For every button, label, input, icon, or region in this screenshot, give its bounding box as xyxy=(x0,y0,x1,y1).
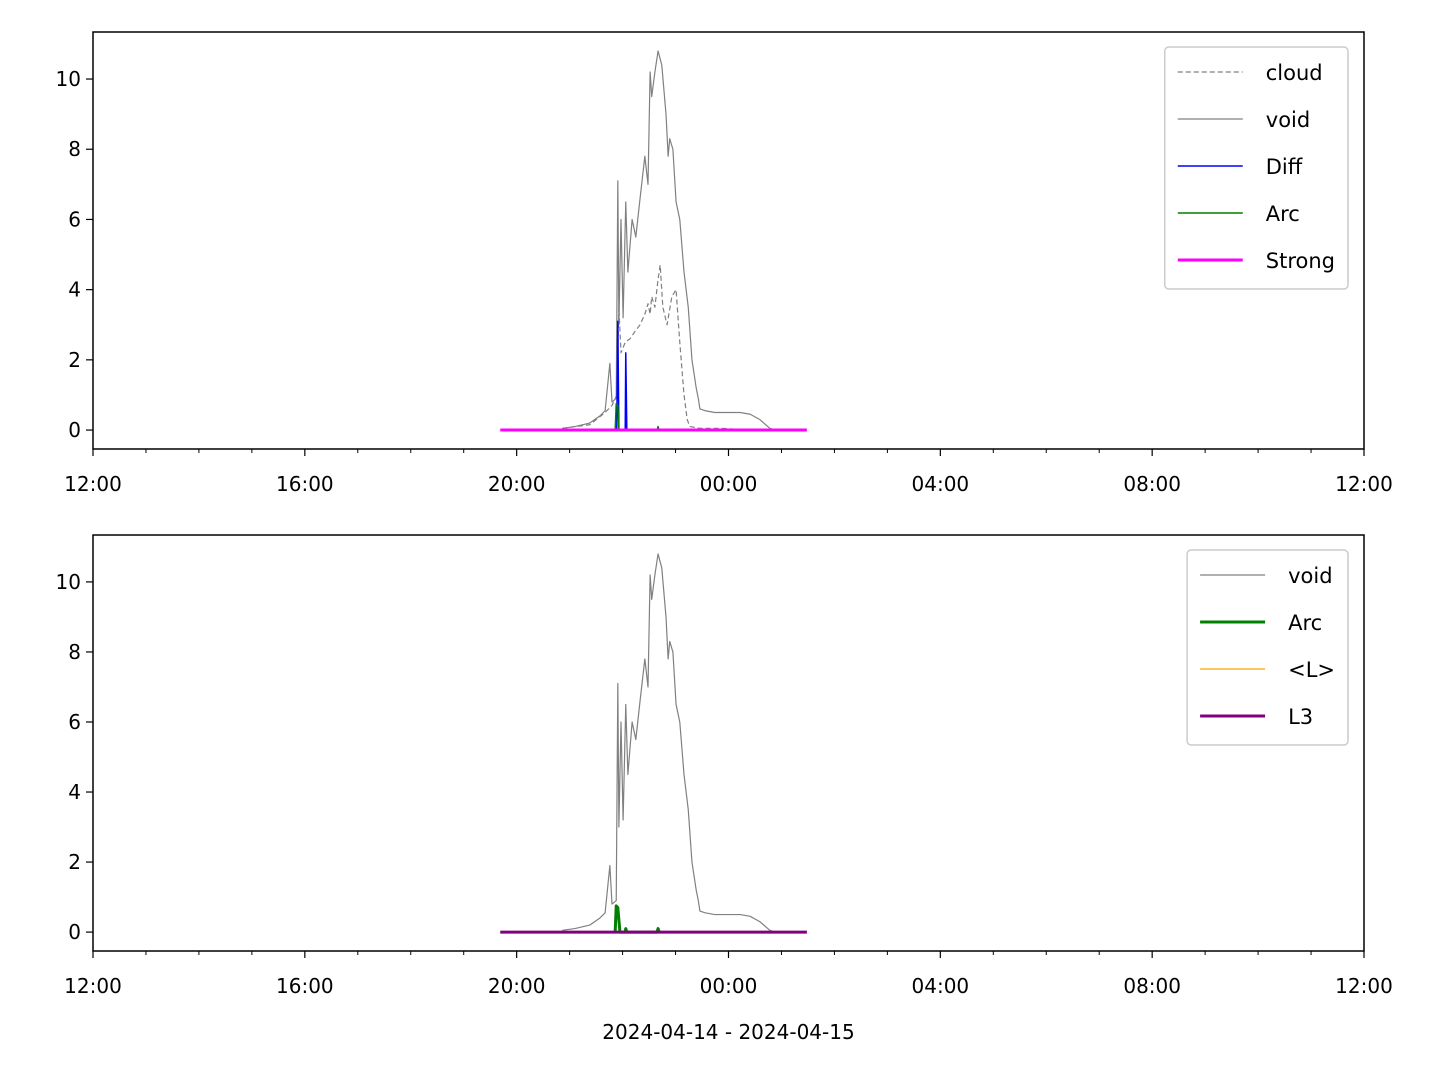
x-tick-label: 08:00 xyxy=(1123,974,1181,998)
axes-frame xyxy=(92,534,1365,952)
x-tick-label: 12:00 xyxy=(1335,472,1393,496)
x-axis-label: 2024-04-14 - 2024-04-15 xyxy=(602,1020,854,1044)
legend-label: cloud xyxy=(1266,61,1323,85)
y-tick-label: 0 xyxy=(68,920,81,944)
x-tick-label: 16:00 xyxy=(276,974,334,998)
series-line xyxy=(613,904,661,934)
y-tick-label: 10 xyxy=(56,67,81,91)
y-tick-label: 6 xyxy=(68,710,81,734)
subplot: 0 2 4 6 8 10 12:00 16:00 20:00 00:00 04:00 08:00 12:… xyxy=(56,534,1393,1044)
legend-label: Diff xyxy=(1266,155,1303,179)
y-tick-label: 2 xyxy=(68,348,81,372)
series-line xyxy=(562,50,776,431)
y-tick-label: 4 xyxy=(68,780,81,804)
legend-label: <L> xyxy=(1288,658,1335,682)
x-tick-label: 04:00 xyxy=(912,974,970,998)
y-tick-label: 8 xyxy=(68,640,81,664)
legend-label: Strong xyxy=(1266,249,1335,273)
x-tick-label: 08:00 xyxy=(1123,472,1181,496)
x-tick-label: 12:00 xyxy=(64,472,122,496)
legend-box xyxy=(1164,46,1349,290)
legend-label: Arc xyxy=(1288,611,1322,635)
x-tick-label: 12:00 xyxy=(1335,974,1393,998)
x-tick-label: 04:00 xyxy=(912,472,970,496)
y-tick-label: 6 xyxy=(68,207,81,231)
legend-label: void xyxy=(1266,108,1310,132)
legend: void Arc <L> L3 xyxy=(1186,549,1349,746)
x-tick-label: 20:00 xyxy=(488,974,546,998)
y-tick-label: 0 xyxy=(68,418,81,442)
legend-label: L3 xyxy=(1288,705,1313,729)
series-line xyxy=(562,553,776,933)
legend: cloud void Diff Arc Strong xyxy=(1164,46,1349,290)
x-tick-label: 20:00 xyxy=(488,472,546,496)
subplot: 0 2 4 6 8 10 12:00 16:00 20:00 00:00 04:00 08:00 12:… xyxy=(56,31,1393,496)
x-tick-label: 16:00 xyxy=(276,472,334,496)
y-tick-label: 2 xyxy=(68,850,81,874)
legend-box xyxy=(1186,549,1349,746)
y-tick-label: 8 xyxy=(68,137,81,161)
series-line xyxy=(562,264,741,430)
y-tick-label: 10 xyxy=(56,570,81,594)
x-tick-label: 00:00 xyxy=(700,974,758,998)
legend-label: void xyxy=(1288,564,1332,588)
legend-label: Arc xyxy=(1266,202,1300,226)
x-tick-label: 12:00 xyxy=(64,974,122,998)
x-tick-label: 00:00 xyxy=(700,472,758,496)
series-line xyxy=(614,402,660,431)
y-tick-label: 4 xyxy=(68,278,81,302)
